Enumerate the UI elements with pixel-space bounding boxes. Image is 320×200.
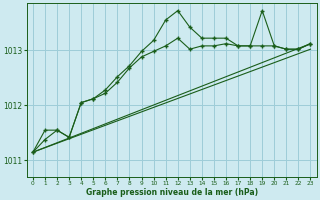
X-axis label: Graphe pression niveau de la mer (hPa): Graphe pression niveau de la mer (hPa) (86, 188, 258, 197)
